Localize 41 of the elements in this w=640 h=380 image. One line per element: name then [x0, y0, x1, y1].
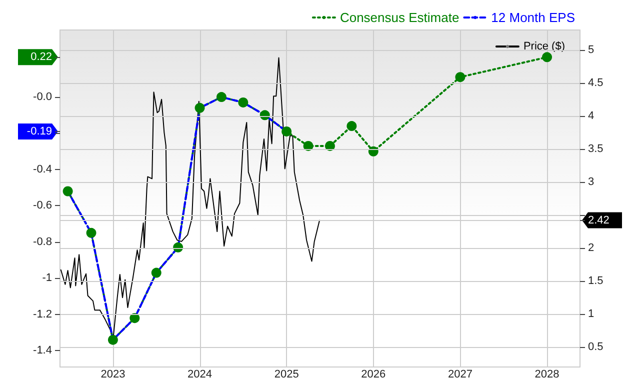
y-tick-label: -0.8	[33, 236, 52, 248]
point	[216, 92, 226, 102]
point	[151, 268, 162, 278]
x-tick-label: 2025	[274, 368, 299, 380]
y-tick-label: -0.4	[33, 164, 52, 176]
y-tick-label: -0.6	[33, 200, 52, 212]
y-tick-label: -0.0	[33, 91, 52, 104]
point	[455, 72, 466, 82]
x-tick-label: 2024	[188, 368, 212, 380]
point	[324, 140, 335, 151]
legend-label: 12 Month EPS	[491, 10, 576, 25]
y2-tick-label: 0.5	[588, 341, 604, 354]
point	[130, 313, 140, 324]
y2-tick-label: 3	[588, 176, 594, 188]
point	[62, 186, 73, 196]
y2-tick-label: 4.5	[588, 76, 604, 89]
y-tick-label: -0.19	[26, 125, 52, 138]
y2-tick-label: 4	[588, 110, 594, 122]
point	[194, 102, 205, 113]
point	[86, 228, 96, 238]
point	[238, 97, 248, 108]
y-tick-label: -1.4	[33, 344, 52, 357]
y2-tick-label: 1.5	[588, 275, 604, 288]
x-tick-label: 2028	[534, 368, 560, 380]
y2-tick-label: 5	[588, 44, 594, 56]
point	[542, 52, 552, 62]
x-tick-label: 2026	[361, 368, 386, 380]
x-tick-label: 2023	[100, 368, 126, 380]
y2-tick-label: 2.42	[588, 214, 610, 226]
y2-tick-label: 1	[588, 308, 594, 320]
point	[346, 121, 357, 132]
point	[282, 126, 292, 136]
y-tick-label: -1.2	[33, 308, 52, 320]
y2-tick-label: 3.5	[588, 142, 604, 155]
legend-label: Consensus Estimate	[340, 10, 460, 25]
y-tick-label: -1	[42, 272, 52, 284]
y2-tick-label: 2	[588, 242, 594, 254]
point	[108, 334, 118, 345]
x-tick-label: 2027	[448, 368, 472, 380]
point	[303, 140, 314, 151]
y-tick-label: 0.22	[30, 51, 52, 64]
